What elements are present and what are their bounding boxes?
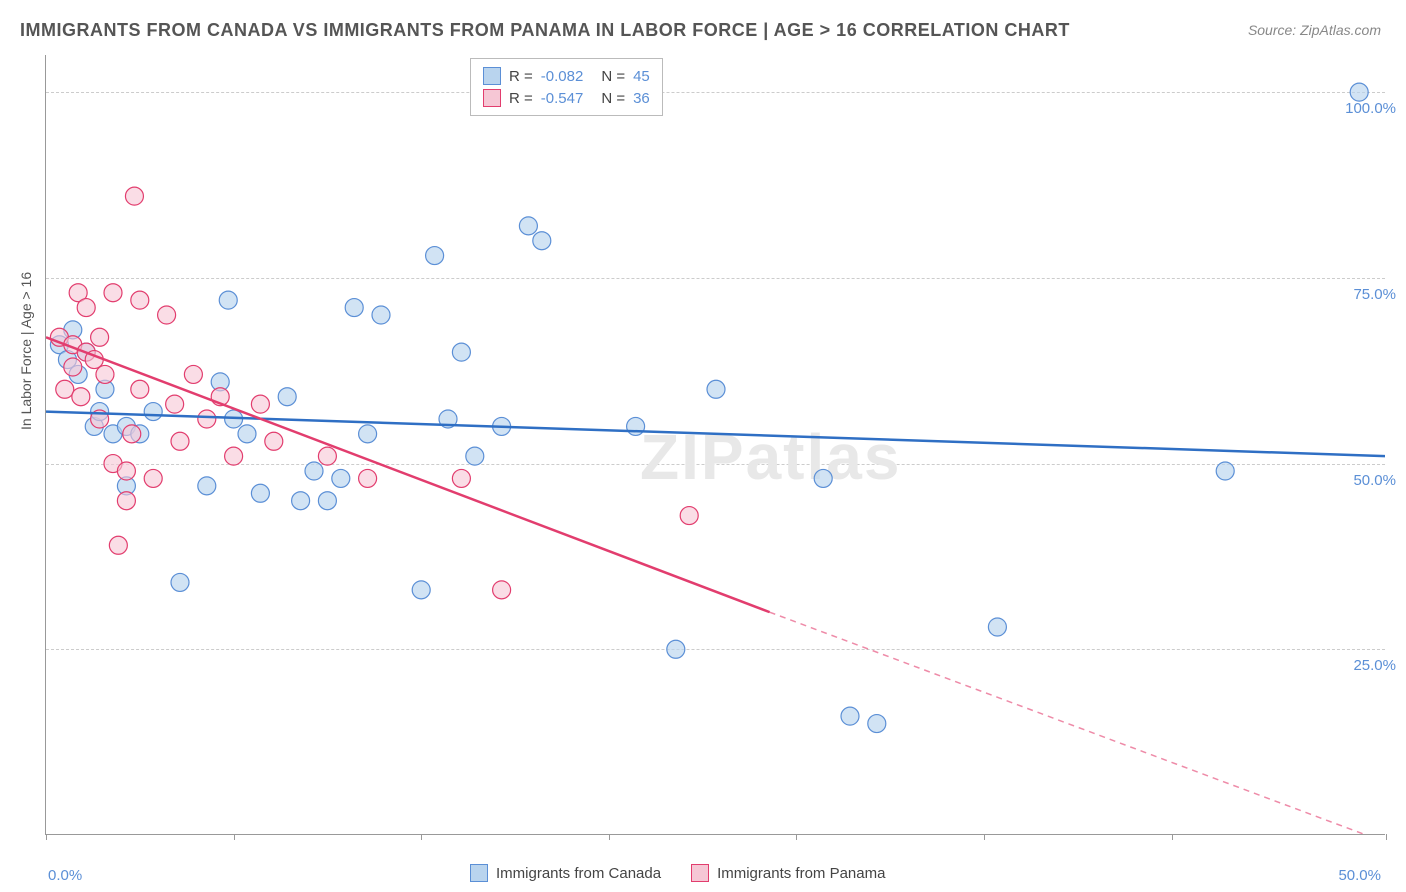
data-point <box>533 232 551 250</box>
r-value: -0.082 <box>541 68 584 85</box>
data-point <box>158 306 176 324</box>
data-point <box>104 284 122 302</box>
data-point <box>318 492 336 510</box>
r-label: R = <box>509 90 533 107</box>
data-point <box>125 187 143 205</box>
data-point <box>131 291 149 309</box>
legend-row: R = -0.082 N = 45 <box>483 65 650 87</box>
trend-line-extrapolated <box>770 612 1385 834</box>
data-point <box>466 447 484 465</box>
data-point <box>198 410 216 428</box>
n-value: 36 <box>633 90 650 107</box>
data-point <box>841 707 859 725</box>
data-point <box>332 469 350 487</box>
data-point <box>171 432 189 450</box>
data-point <box>493 581 511 599</box>
legend-swatch <box>483 89 501 107</box>
data-point <box>225 447 243 465</box>
data-point <box>184 365 202 383</box>
data-point <box>452 343 470 361</box>
data-point <box>292 492 310 510</box>
data-point <box>452 469 470 487</box>
x-tick <box>984 834 985 840</box>
x-tick <box>1386 834 1387 840</box>
data-point <box>123 425 141 443</box>
data-point <box>117 462 135 480</box>
data-point <box>117 492 135 510</box>
data-point <box>519 217 537 235</box>
legend-row: R = -0.547 N = 36 <box>483 87 650 109</box>
x-tick <box>234 834 235 840</box>
scatter-svg <box>46 55 1385 834</box>
legend-swatch <box>483 67 501 85</box>
data-point <box>318 447 336 465</box>
data-point <box>144 469 162 487</box>
x-tick <box>421 834 422 840</box>
y-axis-label: In Labor Force | Age > 16 <box>18 272 34 430</box>
data-point <box>96 365 114 383</box>
data-point <box>219 291 237 309</box>
data-point <box>1350 83 1368 101</box>
n-value: 45 <box>633 68 650 85</box>
n-label: N = <box>601 90 625 107</box>
data-point <box>131 380 149 398</box>
data-point <box>166 395 184 413</box>
data-point <box>412 581 430 599</box>
data-point <box>77 299 95 317</box>
data-point <box>426 247 444 265</box>
n-label: N = <box>601 68 625 85</box>
data-point <box>251 395 269 413</box>
data-point <box>359 469 377 487</box>
chart-plot-area <box>45 55 1385 835</box>
legend-swatch <box>470 864 488 882</box>
data-point <box>198 477 216 495</box>
data-point <box>72 388 90 406</box>
x-tick <box>1172 834 1173 840</box>
data-point <box>1216 462 1234 480</box>
legend-label: Immigrants from Panama <box>717 865 885 882</box>
r-value: -0.547 <box>541 90 584 107</box>
x-tick <box>609 834 610 840</box>
r-label: R = <box>509 68 533 85</box>
data-point <box>144 403 162 421</box>
data-point <box>305 462 323 480</box>
data-point <box>251 484 269 502</box>
chart-title: IMMIGRANTS FROM CANADA VS IMMIGRANTS FRO… <box>20 20 1070 41</box>
data-point <box>988 618 1006 636</box>
legend-swatch <box>691 864 709 882</box>
legend-item: Immigrants from Canada <box>470 864 661 882</box>
data-point <box>278 388 296 406</box>
data-point <box>707 380 725 398</box>
x-axis-max-label: 50.0% <box>1338 867 1381 884</box>
x-axis-min-label: 0.0% <box>48 867 82 884</box>
source-attribution: Source: ZipAtlas.com <box>1248 22 1381 38</box>
data-point <box>680 507 698 525</box>
correlation-legend: R = -0.082 N = 45 R = -0.547 N = 36 <box>470 58 663 116</box>
data-point <box>56 380 74 398</box>
legend-label: Immigrants from Canada <box>496 865 661 882</box>
data-point <box>868 715 886 733</box>
legend-item: Immigrants from Panama <box>691 864 885 882</box>
data-point <box>238 425 256 443</box>
data-point <box>171 573 189 591</box>
data-point <box>91 328 109 346</box>
x-tick <box>796 834 797 840</box>
data-point <box>814 469 832 487</box>
data-point <box>627 417 645 435</box>
data-point <box>372 306 390 324</box>
data-point <box>265 432 283 450</box>
data-point <box>64 358 82 376</box>
x-tick <box>46 834 47 840</box>
data-point <box>667 640 685 658</box>
data-point <box>345 299 363 317</box>
data-point <box>359 425 377 443</box>
data-point <box>109 536 127 554</box>
series-legend: Immigrants from Canada Immigrants from Pa… <box>470 864 885 882</box>
